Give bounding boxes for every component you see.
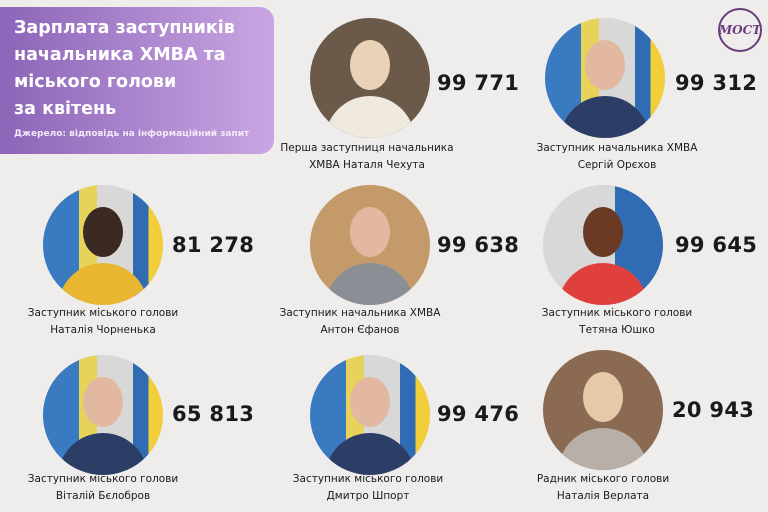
person-name: Сергій Орєхов <box>577 159 657 171</box>
person-caption: Заступник міського голови Віталій Бєлобро… <box>0 471 218 505</box>
person-caption: Заступник міського голови Тетяна Юшко <box>502 305 732 339</box>
person-role: Перша заступниця начальника <box>280 142 454 154</box>
person-name: Наталія Чорненька <box>50 324 156 336</box>
photo-shport <box>310 355 430 475</box>
person-name: Віталій Бєлобров <box>55 490 151 502</box>
person-caption: Заступник міського голови Дмитро Шпорт <box>253 471 483 505</box>
salary-amount: 20 943 <box>672 398 755 422</box>
salary-amount: 65 813 <box>172 402 255 426</box>
photo-chekhuta <box>310 18 430 138</box>
photo-orekhov <box>545 18 665 138</box>
photo-yushko <box>543 185 663 305</box>
person-name: Антон Єфанов <box>320 324 400 336</box>
salary-amount: 99 771 <box>437 71 520 95</box>
salary-amount: 99 476 <box>437 402 520 426</box>
salary-amount: 81 278 <box>172 233 255 257</box>
most-logo: МОСТ <box>718 8 762 52</box>
person-name: Дмитро Шпорт <box>326 490 410 502</box>
salary-amount: 99 638 <box>437 233 520 257</box>
salary-amount: 99 312 <box>675 71 758 95</box>
photo-bielobrov <box>43 355 163 475</box>
person-role: Заступник міського голови <box>292 473 444 485</box>
photo-yefanov <box>310 185 430 305</box>
person-caption: Заступник начальника ХМВА Сергій Орєхов <box>502 140 732 174</box>
person-role: Заступник начальника ХМВА <box>536 142 698 154</box>
person-role: Заступник міського голови <box>27 307 179 319</box>
person-role: Радник міського голови <box>536 473 670 485</box>
person-caption: Заступник міського голови Наталія Чорнень… <box>0 305 218 339</box>
person-name: Наталія Верлата <box>556 490 650 502</box>
person-caption: Заступник начальника ХМВА Антон Єфанов <box>245 305 475 339</box>
photo-verlata <box>543 350 663 470</box>
person-role-cont: ХМВА <box>309 159 340 171</box>
person-caption: Радник міського голови Наталія Верлата <box>488 471 718 505</box>
person-role: Заступник міського голови <box>27 473 179 485</box>
person-role: Заступник міського голови <box>541 307 693 319</box>
page-title: Зарплата заступників начальника ХМВА та … <box>14 18 235 119</box>
person-caption: Перша заступниця начальника ХМВА Наталя Ч… <box>252 140 482 174</box>
title-banner: Зарплата заступників начальника ХМВА та … <box>0 7 274 154</box>
salary-amount: 99 645 <box>675 233 758 257</box>
photo-chornenka <box>43 185 163 305</box>
person-name: Наталя Чехута <box>343 159 425 171</box>
source-note: Джерело: відповідь на інформаційний запи… <box>14 129 250 139</box>
person-role: Заступник начальника ХМВА <box>279 307 441 319</box>
person-name: Тетяна Юшко <box>579 324 655 336</box>
